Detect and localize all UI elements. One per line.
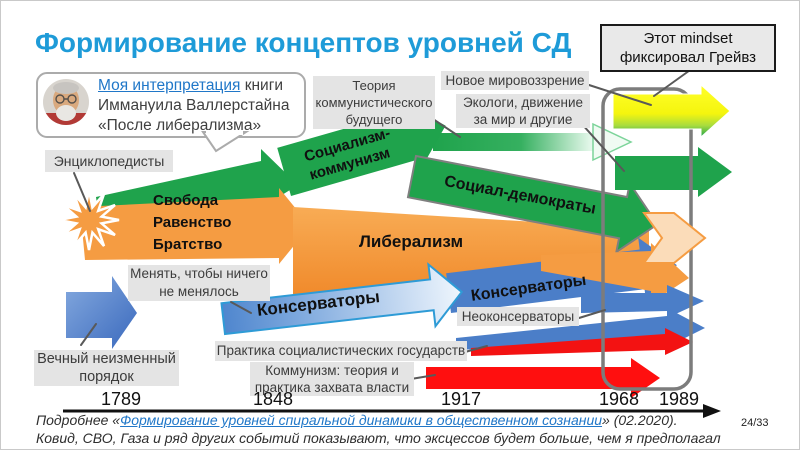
mindset-callout: Этот mindset фиксировал Грейвз xyxy=(600,24,776,72)
liberalism-label: Либерализм xyxy=(359,232,464,251)
bubble-line3: «После либерализма» xyxy=(98,117,262,134)
speech-bubble xyxy=(36,72,306,138)
footer-reference: Подробнее «Формирование уровней спиральн… xyxy=(36,412,678,428)
callout-encyclopedists: Энциклопедисты xyxy=(45,150,173,172)
callout-change-nothing: Менять, чтобы ничего не менялось xyxy=(128,265,270,301)
bubble-line1: Моя интерпретация книги xyxy=(98,76,289,96)
liberty-line1: Свобода xyxy=(153,192,219,209)
mindset-line1: Этот mindset xyxy=(643,30,733,47)
year-1848: 1848 xyxy=(252,389,294,409)
liberty-line2: Равенство xyxy=(153,214,232,231)
bubble-after-link: книги xyxy=(240,77,284,94)
interpretation-bubble-text: Моя интерпретация книги Иммануила Валлер… xyxy=(98,76,289,136)
year-1989: 1989 xyxy=(658,389,700,409)
revolution-starburst xyxy=(58,189,120,251)
page-number: 24/33 xyxy=(741,417,769,429)
year-1917: 1917 xyxy=(440,389,482,409)
liberty-line3: Братство xyxy=(153,236,223,253)
callout-socialist-practice: Практика социалистических государств xyxy=(215,341,467,361)
mindset-line2: фиксировал Грейвз xyxy=(619,49,757,66)
ecology-peace-arrow xyxy=(615,147,732,197)
bubble-line2: Иммануила Валлерстайна xyxy=(98,97,290,114)
liberty-arrow-label: Свобода Равенство Братство xyxy=(153,190,231,256)
callout-ecology-peace: Экологи, движение за мир и другие xyxy=(456,94,590,128)
footer-comment: Ковид, СВО, Газа и ряд других событий по… xyxy=(36,430,721,446)
callout-new-worldview: Новое мировоззрение xyxy=(441,71,589,90)
liberalism-continuation-arrow xyxy=(642,212,707,264)
footer-suffix: » (02.2020). xyxy=(602,412,678,428)
liberty-orange-arrow xyxy=(80,188,310,264)
callout-communism: Коммунизм: теория и практика захвата вла… xyxy=(250,362,414,396)
year-1968: 1968 xyxy=(598,389,640,409)
footer-prefix: Подробнее « xyxy=(36,412,121,428)
new-worldview-arrow xyxy=(612,83,731,139)
page-title: Формирование концептов уровней СД xyxy=(35,27,572,58)
interpretation-link[interactable]: Моя интерпретация xyxy=(98,77,241,94)
connector-lines xyxy=(73,67,694,380)
year-1789: 1789 xyxy=(100,389,142,409)
social-democrats-arrow xyxy=(406,154,659,255)
communist-theory-arrow xyxy=(433,133,593,151)
neoconservatives-arrow xyxy=(581,285,704,318)
timeline-arrowhead xyxy=(703,404,721,418)
speech-bubble-tail-mask xyxy=(206,128,243,135)
conservatives-light-arrow xyxy=(220,262,464,336)
eternal-order-arrow xyxy=(66,276,137,349)
footer-link[interactable]: Формирование уровней спиральной динамики… xyxy=(120,412,603,428)
callout-neoconservatives: Неоконсерваторы xyxy=(457,307,579,326)
callout-communist-theory: Теория коммунистического будущего xyxy=(313,76,435,129)
socialist-practice-arrow xyxy=(471,328,693,356)
callout-eternal-order: Вечный неизменный порядок xyxy=(34,350,179,386)
